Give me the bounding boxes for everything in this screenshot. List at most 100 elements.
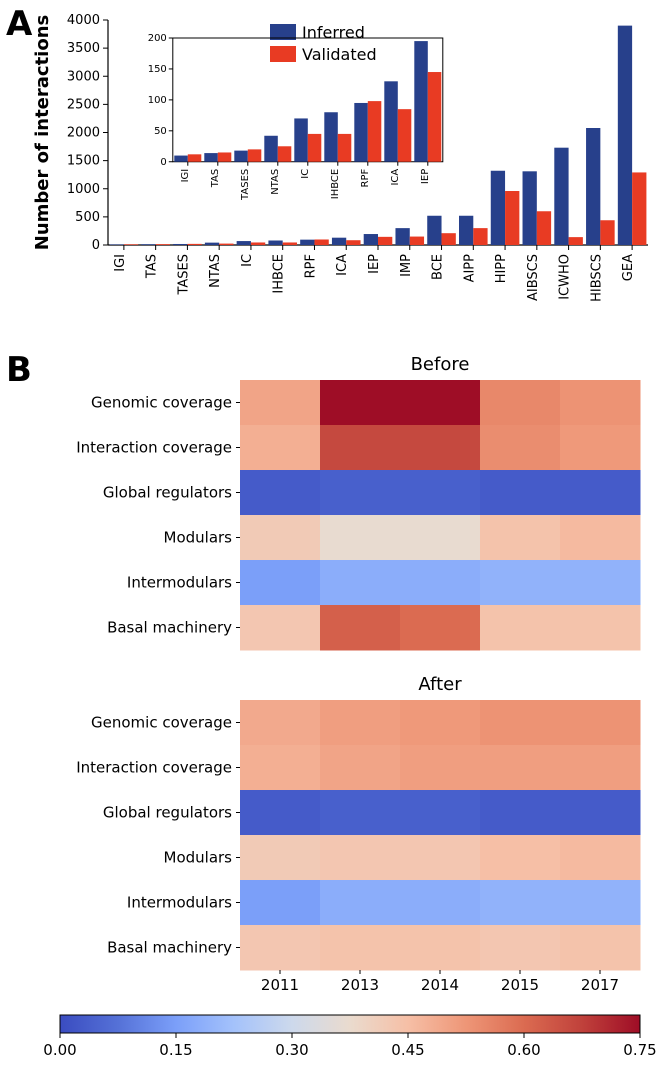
panel-a-ytick: 500	[75, 210, 100, 225]
inset-xtick: IEP	[420, 169, 431, 184]
panel-a-ylabel: Number of interactions	[32, 15, 53, 251]
heatmap-cell	[320, 425, 401, 471]
heatmap-cell	[240, 700, 321, 746]
heatmap-cell	[240, 790, 321, 836]
heatmap-col-label: 2011	[261, 976, 299, 994]
inset-bar-validated	[398, 109, 412, 162]
panel-a-xtick: BCE	[431, 254, 446, 280]
heatmap-cell	[240, 925, 321, 971]
heatmap-cell	[480, 470, 561, 516]
bar-validated	[283, 242, 297, 245]
heatmap-cell	[480, 745, 561, 791]
panel-a-xtick: AIBSCS	[526, 254, 541, 301]
bar-inferred	[459, 216, 473, 245]
inset-bar-inferred	[414, 41, 428, 162]
heatmap-row-label: Basal machinery	[107, 939, 232, 957]
bar-inferred	[110, 244, 124, 245]
heatmap-cell	[400, 470, 481, 516]
heatmap-cell	[480, 560, 561, 606]
bar-inferred	[618, 26, 632, 245]
inset-xtick: IGI	[180, 169, 191, 183]
panel-a-ytick: 3500	[67, 41, 100, 56]
heatmap-cell	[560, 700, 641, 746]
inset-bar-inferred	[384, 81, 398, 161]
heatmap-cell	[400, 605, 481, 651]
panel-a-ytick: 2000	[67, 126, 100, 141]
bar-validated	[346, 240, 360, 245]
bar-validated	[314, 239, 328, 245]
heatmap-col-label: 2014	[421, 976, 459, 994]
panel-a-xtick: TAS	[145, 254, 160, 279]
panel-a-xtick: IMP	[399, 254, 414, 277]
heatmap-cell	[480, 835, 561, 881]
bar-validated	[124, 244, 138, 245]
heatmap-title: Before	[411, 354, 470, 375]
panel-a-ytick: 4000	[67, 13, 100, 28]
bar-validated	[569, 237, 583, 245]
bar-validated	[187, 244, 201, 245]
inset-bar-validated	[188, 154, 202, 161]
bar-inferred	[364, 234, 378, 245]
bar-validated	[156, 244, 170, 245]
heatmap-cell	[240, 880, 321, 926]
bar-inferred	[173, 244, 187, 245]
heatmap-cell	[320, 925, 401, 971]
bar-inferred	[300, 240, 314, 245]
bar-validated	[251, 242, 265, 245]
heatmap-title: After	[418, 674, 462, 695]
heatmap-cell	[240, 745, 321, 791]
bar-validated	[473, 228, 487, 245]
panel-a-xtick: IEP	[367, 254, 382, 274]
heatmap-cell	[560, 925, 641, 971]
bar-inferred	[141, 244, 155, 245]
heatmap-col-label: 2015	[501, 976, 539, 994]
colorbar-tick: 0.75	[623, 1041, 656, 1059]
heatmap-cell	[320, 700, 401, 746]
heatmap-cell	[560, 790, 641, 836]
heatmap-cell	[320, 515, 401, 561]
bar-inferred	[586, 128, 600, 245]
heatmap-cell	[240, 470, 321, 516]
panel-a-xtick: HIPP	[494, 254, 509, 283]
heatmap-cell	[320, 605, 401, 651]
inset-bar-inferred	[324, 112, 338, 162]
heatmap-cell	[560, 380, 641, 426]
heatmap-cell	[400, 515, 481, 561]
colorbar-tick: 0.60	[507, 1041, 540, 1059]
panel-a-xtick: HIBSCS	[589, 254, 604, 302]
inset-ytick: 150	[148, 64, 167, 75]
panel-a-ytick: 3000	[67, 69, 100, 84]
heatmap-row-label: Modulars	[164, 529, 233, 547]
bar-validated	[632, 172, 646, 245]
heatmap-cell	[240, 425, 321, 471]
bar-inferred	[205, 243, 219, 245]
panel-a-xtick: NTAS	[208, 254, 223, 288]
heatmap-cell	[560, 470, 641, 516]
heatmap-cell	[400, 560, 481, 606]
bar-inferred	[237, 241, 251, 245]
panel-a-ytick: 0	[92, 238, 100, 253]
inset-xtick: NTAS	[270, 169, 281, 195]
inset-ytick: 100	[148, 95, 167, 106]
colorbar-tick: 0.30	[275, 1041, 308, 1059]
heatmap-row-label: Modulars	[164, 849, 233, 867]
panel-a-xtick: TASES	[176, 254, 191, 296]
heatmap-cell	[240, 560, 321, 606]
heatmap-cell	[320, 880, 401, 926]
colorbar-tick: 0.45	[391, 1041, 424, 1059]
inset-xtick: IHBCE	[330, 169, 341, 199]
heatmap-cell	[320, 470, 401, 516]
bar-validated	[410, 237, 424, 245]
heatmap-col-label: 2017	[581, 976, 619, 994]
heatmap-cell	[240, 835, 321, 881]
panel-a-xtick: RPF	[303, 254, 318, 278]
heatmap-cell	[240, 515, 321, 561]
heatmap-cell	[240, 380, 321, 426]
panel-a-xtick: IGI	[113, 254, 128, 272]
heatmap-cell	[480, 515, 561, 561]
legend-swatch	[270, 46, 296, 62]
panel-b-label: B	[6, 350, 32, 390]
heatmap-row-label: Interaction coverage	[76, 759, 232, 777]
panel-a-xtick: IC	[240, 254, 255, 267]
bar-inferred	[332, 238, 346, 245]
